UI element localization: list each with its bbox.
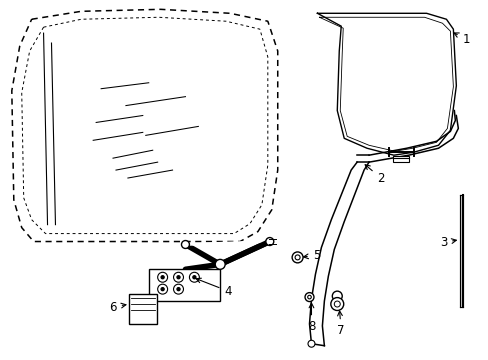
Circle shape (294, 255, 300, 260)
Bar (129, 294, 156, 324)
Bar (148, 269, 220, 301)
Circle shape (157, 272, 167, 282)
Text: 4: 4 (196, 278, 231, 298)
Circle shape (173, 272, 183, 282)
Circle shape (177, 288, 180, 291)
Text: 8: 8 (307, 303, 315, 333)
Circle shape (192, 276, 196, 279)
Circle shape (305, 293, 313, 302)
Circle shape (291, 252, 303, 263)
Circle shape (189, 272, 199, 282)
Text: 7: 7 (337, 311, 345, 337)
Text: 6: 6 (109, 301, 126, 314)
Circle shape (173, 284, 183, 294)
Text: 3: 3 (439, 236, 455, 249)
Bar (392, 156, 408, 162)
Text: 1: 1 (453, 33, 469, 46)
Circle shape (307, 295, 311, 299)
Circle shape (161, 288, 164, 291)
Circle shape (215, 260, 224, 269)
Text: 2: 2 (365, 165, 384, 185)
Circle shape (161, 276, 164, 279)
Text: 5: 5 (303, 249, 320, 262)
Circle shape (177, 276, 180, 279)
Circle shape (307, 340, 314, 347)
Circle shape (181, 240, 189, 248)
Circle shape (330, 298, 343, 310)
Circle shape (334, 301, 340, 307)
Circle shape (332, 291, 342, 301)
Circle shape (157, 284, 167, 294)
Circle shape (265, 238, 273, 246)
